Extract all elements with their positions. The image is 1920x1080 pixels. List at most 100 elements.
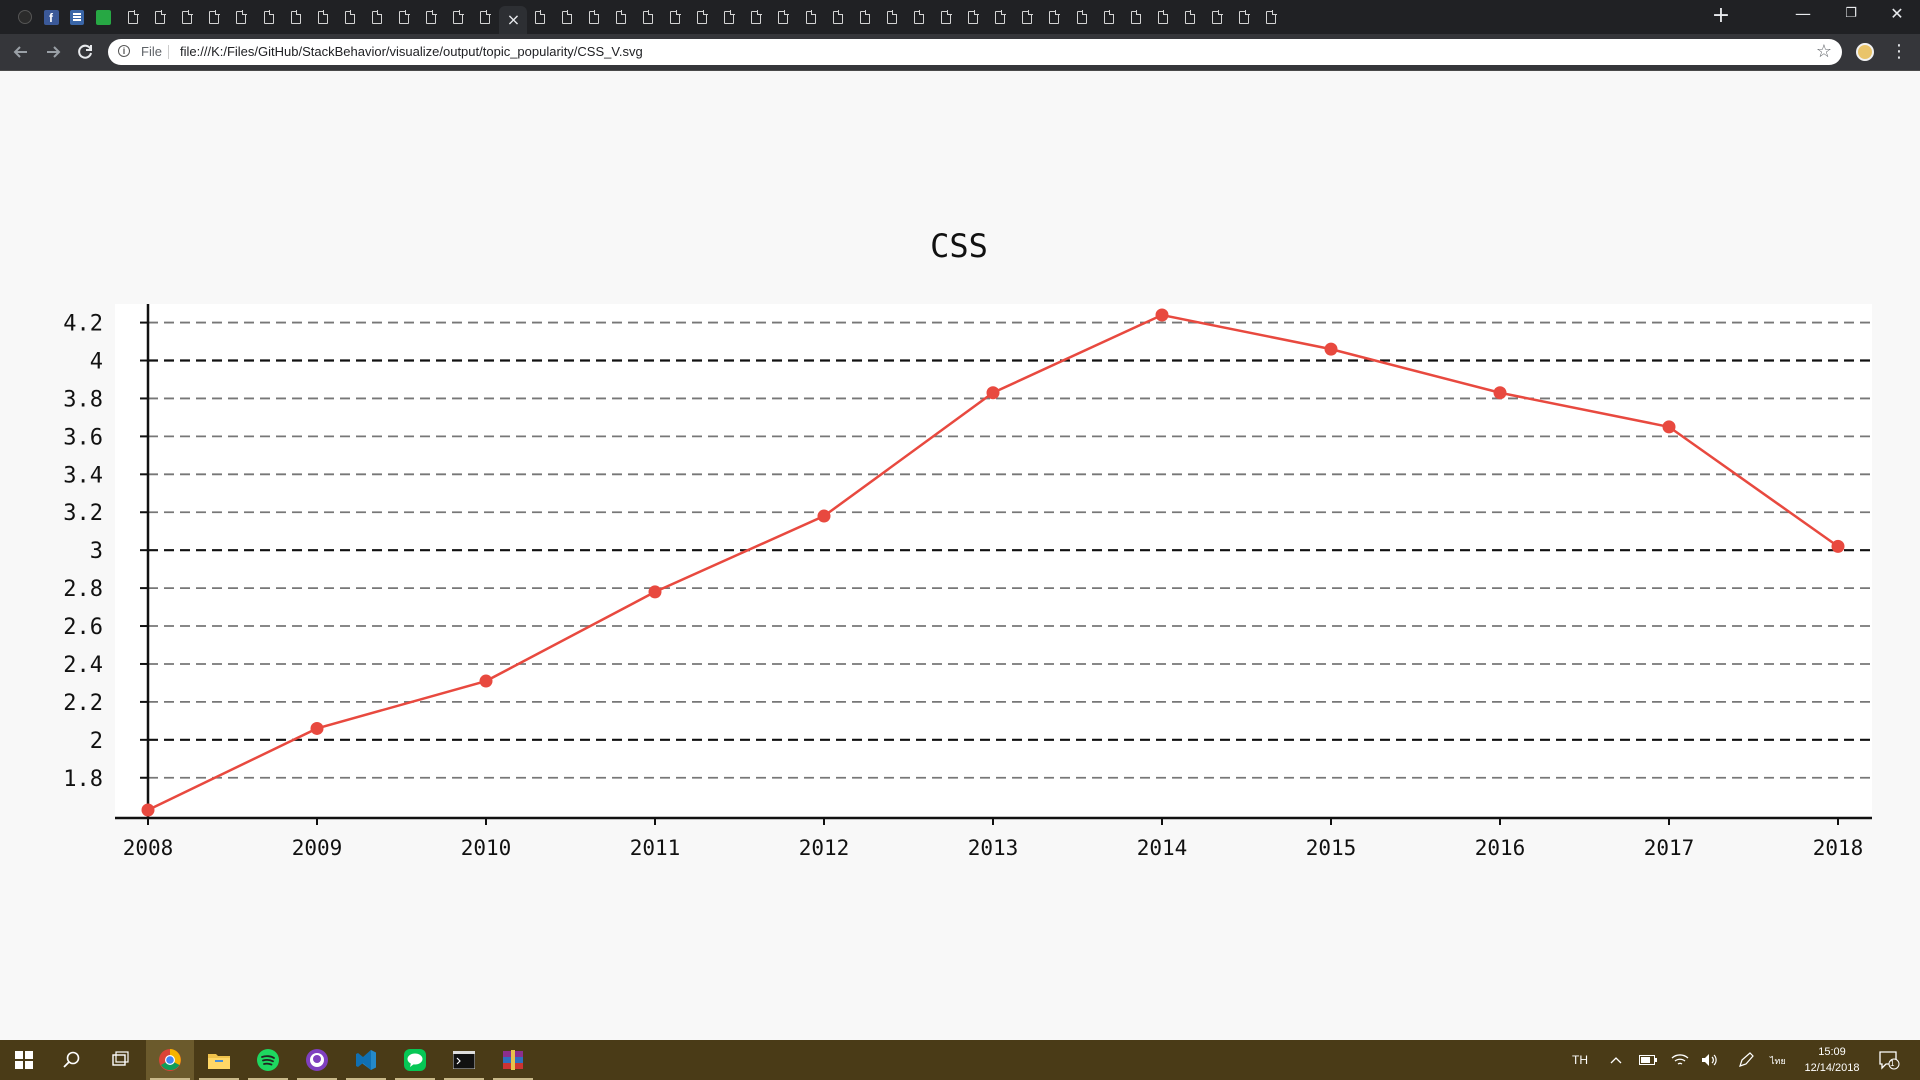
tab-document[interactable] [310, 6, 336, 28]
tab-document[interactable] [798, 6, 824, 28]
bookmark-star-icon[interactable]: ☆ [1815, 41, 1832, 62]
clock[interactable]: 15:09 12/14/2018 [1796, 1044, 1868, 1076]
address-bar[interactable]: i File file:///K:/Files/GitHub/StackBeha… [108, 39, 1842, 65]
tab-document[interactable] [120, 6, 146, 28]
maximize-button[interactable]: ❐ [1845, 6, 1857, 21]
url-text[interactable]: file:///K:/Files/GitHub/StackBehavior/vi… [180, 44, 643, 59]
tab-document[interactable] [418, 6, 444, 28]
tab-document[interactable] [933, 6, 959, 28]
tab-github[interactable] [12, 6, 38, 28]
tab-document[interactable] [554, 6, 580, 28]
x-tick-label: 2010 [461, 836, 512, 860]
tab-green-app[interactable] [90, 6, 116, 28]
taskbar-terminal[interactable] [440, 1040, 488, 1080]
facebook-icon: f [43, 9, 59, 25]
x-tick-label: 2017 [1644, 836, 1695, 860]
terminal-icon [453, 1051, 475, 1069]
tab-document[interactable] [852, 6, 878, 28]
chart-svg: CSS 1.8 2 2.2 2.4 2.6 2.8 3 3.2 3.4 3.6 3.8 4 4.2 20… [0, 71, 1920, 1040]
tab-document[interactable] [283, 6, 309, 28]
running-indicator [199, 1078, 239, 1080]
tab-document[interactable] [825, 6, 851, 28]
wifi-tray[interactable] [1668, 1040, 1692, 1080]
search-button[interactable] [48, 1040, 96, 1080]
tab-document[interactable] [635, 6, 661, 28]
info-icon[interactable]: i [118, 45, 130, 57]
tab-document[interactable] [1096, 6, 1122, 28]
task-view-button[interactable] [96, 1040, 144, 1080]
tab-document[interactable] [879, 6, 905, 28]
tab-document[interactable] [1069, 6, 1095, 28]
document-icon [1157, 10, 1169, 24]
tab-document[interactable] [608, 6, 634, 28]
tab-document[interactable] [1041, 6, 1067, 28]
data-point [1831, 539, 1845, 553]
tab-document[interactable] [960, 6, 986, 28]
tab-document[interactable] [581, 6, 607, 28]
new-tab-button[interactable]: + [1711, 3, 1731, 28]
tab-document[interactable] [1014, 6, 1040, 28]
tab-document[interactable] [228, 6, 254, 28]
tab-document[interactable] [527, 6, 553, 28]
menu-icon[interactable]: ⋮ [1890, 41, 1908, 62]
minimize-button[interactable]: — [1795, 4, 1811, 23]
tab-document[interactable] [1258, 6, 1284, 28]
volume-tray[interactable] [1698, 1040, 1722, 1080]
tab-document[interactable] [337, 6, 363, 28]
tab-document[interactable] [364, 6, 390, 28]
document-icon [236, 10, 247, 24]
tab-document[interactable] [987, 6, 1013, 28]
back-arrow-icon [13, 46, 27, 58]
y-tick-label: 4 [90, 350, 103, 375]
tab-document[interactable] [472, 6, 498, 28]
tab-document[interactable] [716, 6, 742, 28]
tab-document[interactable] [256, 6, 282, 28]
tab-document[interactable] [147, 6, 173, 28]
close-window-button[interactable]: ✕ [1890, 4, 1904, 23]
taskbar-line[interactable] [391, 1040, 439, 1080]
document-icon [751, 10, 762, 24]
document-icon [155, 10, 166, 24]
tab-sheet[interactable] [64, 6, 90, 28]
reload-button[interactable] [73, 40, 97, 64]
tab-document[interactable] [689, 6, 715, 28]
close-tab-icon[interactable]: × [506, 10, 521, 29]
tab-document[interactable] [201, 6, 227, 28]
tab-document[interactable] [1150, 6, 1176, 28]
taskbar-file-explorer[interactable] [195, 1040, 243, 1080]
spotify-icon [257, 1049, 279, 1071]
pen-tray[interactable] [1734, 1040, 1758, 1080]
taskbar-vscode[interactable] [342, 1040, 390, 1080]
taskbar-github-desktop[interactable] [293, 1040, 341, 1080]
taskbar-winrar[interactable] [489, 1040, 537, 1080]
tab-document[interactable] [1231, 6, 1257, 28]
forward-button[interactable] [41, 40, 65, 64]
document-icon [1076, 10, 1087, 24]
taskbar-spotify[interactable] [244, 1040, 292, 1080]
notification-center[interactable]: 1 [1874, 1040, 1904, 1080]
tab-document[interactable] [906, 6, 932, 28]
back-button[interactable] [9, 40, 33, 64]
svg-text:ไทย: ไทย [1769, 1056, 1786, 1067]
tab-document[interactable] [1177, 6, 1203, 28]
show-hidden-icons[interactable] [1604, 1040, 1628, 1080]
tab-document[interactable] [743, 6, 769, 28]
profile-avatar[interactable] [1856, 43, 1874, 61]
tab-document[interactable] [1204, 6, 1230, 28]
tab-facebook[interactable]: f [38, 6, 64, 28]
language-indicator[interactable]: TH [1572, 1053, 1588, 1067]
document-icon [561, 10, 573, 24]
tab-document[interactable] [770, 6, 796, 28]
tab-document[interactable] [174, 6, 200, 28]
tab-document[interactable] [662, 6, 688, 28]
taskbar-chrome[interactable] [146, 1040, 194, 1080]
data-point [310, 721, 324, 735]
tab-document[interactable] [445, 6, 471, 28]
document-icon [290, 10, 302, 24]
start-button[interactable] [0, 1040, 48, 1080]
tab-active[interactable]: × [499, 6, 528, 34]
tab-document[interactable] [391, 6, 417, 28]
input-method-tray[interactable]: ไทย [1764, 1040, 1792, 1080]
battery-tray[interactable] [1636, 1040, 1660, 1080]
tab-document[interactable] [1123, 6, 1149, 28]
